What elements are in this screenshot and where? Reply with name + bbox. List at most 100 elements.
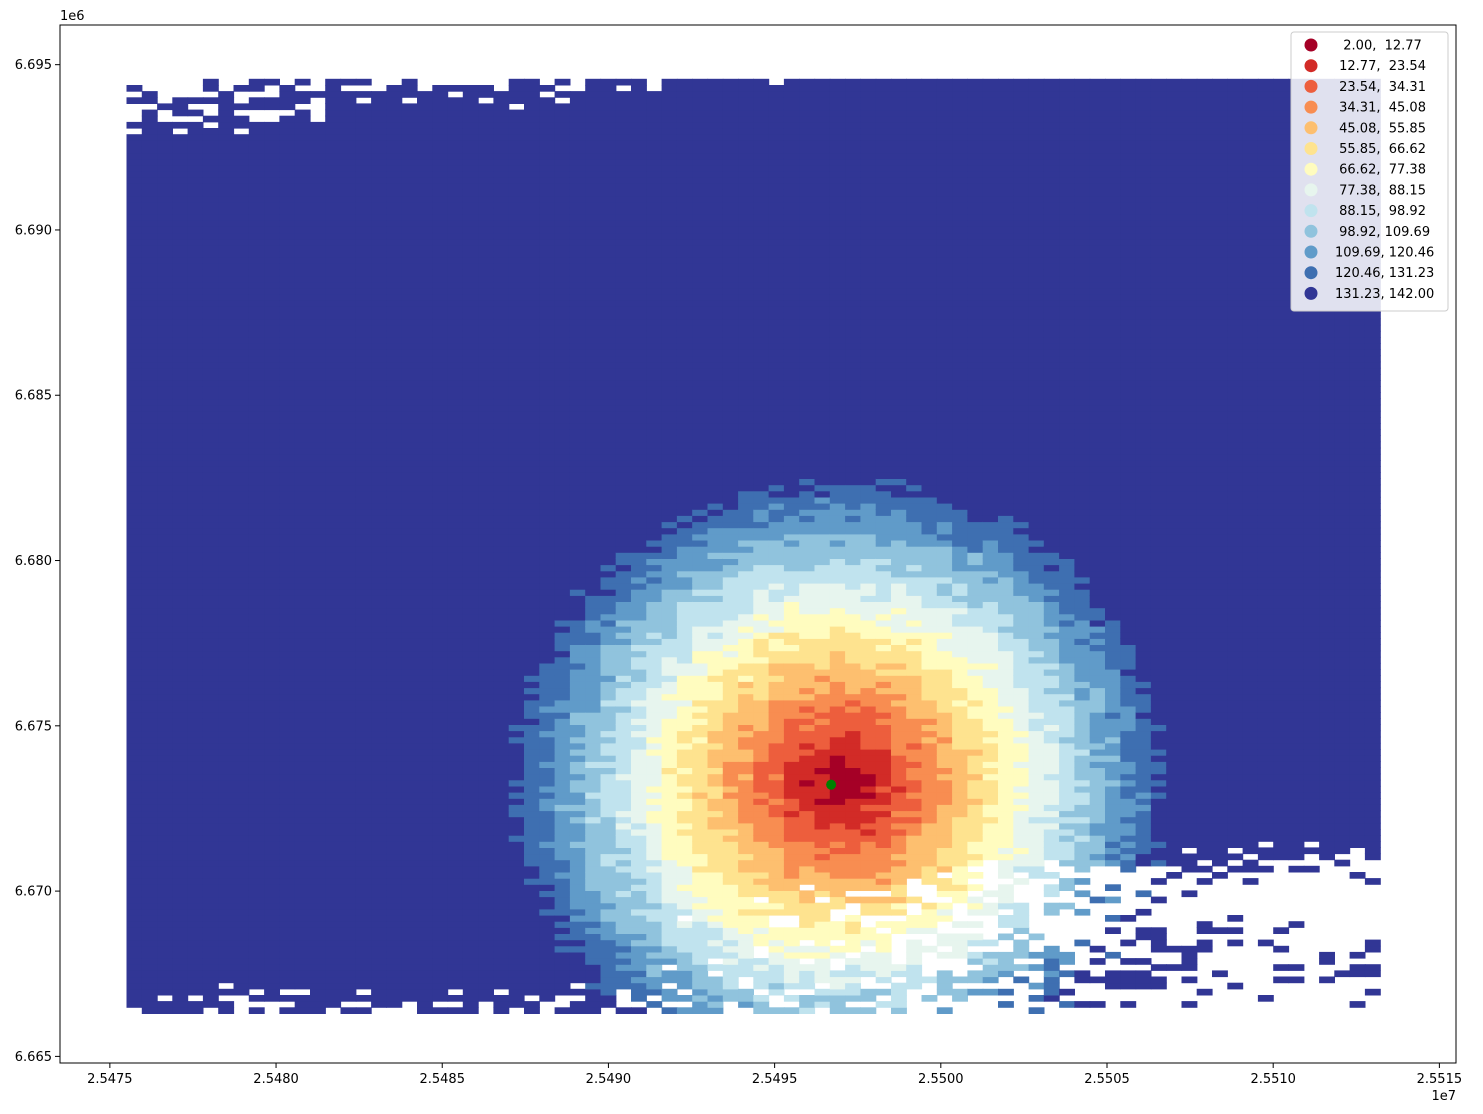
grid-cell: [447, 601, 464, 609]
grid-cell: [172, 294, 189, 301]
grid-cell: [585, 490, 602, 498]
grid-cell: [248, 632, 265, 639]
grid-cell: [447, 263, 464, 270]
grid-cell: [126, 841, 143, 848]
grid-cell: [493, 410, 510, 418]
grid-cell: [248, 804, 265, 812]
grid-cell: [371, 195, 387, 203]
grid-cell: [524, 533, 540, 541]
grid-cell: [493, 429, 510, 436]
grid-cell: [340, 337, 357, 344]
grid-cell: [508, 306, 525, 313]
grid-cell: [554, 693, 571, 701]
grid-cell: [585, 982, 602, 990]
grid-cell: [126, 214, 143, 221]
grid-cell: [600, 1001, 617, 1008]
grid-cell: [386, 91, 403, 98]
grid-cell: [248, 330, 265, 338]
grid-cell: [524, 275, 540, 283]
grid-cell: [524, 540, 540, 547]
grid-cell: [340, 97, 357, 104]
grid-cell: [218, 835, 235, 842]
grid-cell: [478, 970, 494, 978]
grid-cell: [600, 933, 617, 941]
grid-cell: [248, 435, 265, 443]
grid-cell: [172, 841, 189, 848]
grid-cell: [248, 767, 265, 775]
grid-cell: [386, 509, 403, 516]
grid-cell: [447, 466, 464, 473]
grid-cell: [478, 589, 494, 596]
grid-cell: [386, 281, 403, 289]
grid-cell: [172, 484, 189, 492]
grid-cell: [432, 964, 449, 971]
grid-cell: [600, 908, 617, 916]
grid-cell: [325, 201, 342, 209]
grid-cell: [264, 841, 280, 848]
grid-cell: [233, 140, 250, 147]
grid-cell: [248, 982, 265, 990]
grid-cell: [264, 78, 280, 86]
grid-cell: [432, 171, 449, 178]
grid-cell: [432, 755, 449, 762]
grid-cell: [447, 244, 464, 252]
grid-cell: [478, 927, 494, 934]
grid-cell: [340, 908, 357, 916]
grid-cell: [340, 490, 357, 498]
grid-cell: [508, 601, 525, 609]
grid-cell: [417, 988, 433, 996]
grid-cell: [355, 681, 372, 689]
grid-cell: [462, 995, 479, 1002]
grid-cell: [508, 619, 525, 627]
grid-cell: [202, 349, 219, 357]
grid-cell: [462, 626, 479, 633]
grid-cell: [248, 244, 265, 252]
grid-cell: [631, 626, 647, 633]
grid-cell: [478, 742, 494, 750]
grid-cell: [218, 712, 235, 719]
grid-cell: [401, 201, 418, 209]
grid-cell: [126, 441, 143, 449]
grid-cell: [202, 816, 219, 824]
grid-cell: [310, 650, 326, 658]
grid-cell: [569, 232, 586, 240]
grid-cell: [585, 398, 602, 406]
grid-cell: [417, 121, 433, 129]
grid-cell: [539, 589, 556, 596]
grid-cell: [432, 232, 449, 240]
grid-cell: [493, 91, 510, 98]
grid-cell: [172, 626, 189, 633]
grid-cell: [615, 607, 632, 615]
grid-cell: [218, 183, 235, 190]
grid-cell: [585, 706, 602, 713]
grid-cell: [340, 872, 357, 879]
grid-cell: [141, 417, 158, 424]
grid-cell: [447, 398, 464, 406]
grid-cell: [539, 607, 556, 615]
grid-cell: [233, 287, 250, 295]
grid-cell: [371, 749, 387, 756]
grid-cell: [524, 386, 540, 393]
grid-cell: [524, 570, 540, 578]
grid-cell: [600, 613, 617, 621]
grid-cell: [157, 158, 173, 166]
grid-cell: [141, 269, 158, 277]
grid-cell: [631, 693, 647, 701]
grid-cell: [126, 343, 143, 350]
grid-cell: [355, 484, 372, 492]
grid-cell: [569, 195, 586, 203]
grid-cell: [600, 300, 617, 307]
grid-cell: [340, 244, 357, 252]
grid-cell: [631, 490, 647, 498]
grid-cell: [233, 183, 250, 190]
grid-cell: [462, 496, 479, 504]
grid-cell: [417, 533, 433, 541]
grid-cell: [569, 835, 586, 842]
grid-cell: [478, 152, 494, 160]
grid-cell: [141, 312, 158, 320]
grid-cell: [615, 300, 632, 307]
grid-cell: [615, 478, 632, 486]
grid-cell: [462, 183, 479, 190]
grid-cell: [569, 785, 586, 793]
grid-cell: [493, 355, 510, 363]
